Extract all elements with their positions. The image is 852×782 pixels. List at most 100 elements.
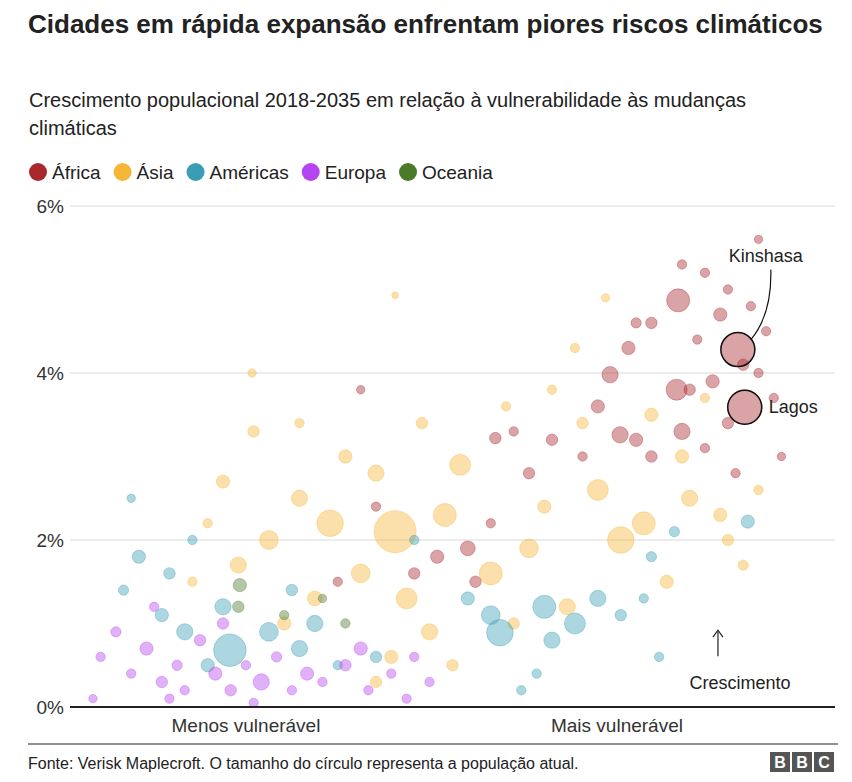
y-tick-label: 6%: [37, 196, 65, 217]
bubble: [693, 335, 702, 344]
bubble: [741, 515, 754, 528]
bubble: [700, 268, 709, 277]
grid-line: [70, 540, 835, 541]
bubble: [253, 674, 269, 690]
bubble: [612, 427, 628, 443]
bubble: [132, 550, 145, 563]
bubble: [666, 379, 687, 400]
bubble: [215, 599, 231, 615]
bubble: [667, 289, 690, 312]
bubble: [370, 651, 382, 663]
bubble: [578, 452, 587, 461]
bubble: [479, 562, 502, 585]
bubble: [291, 490, 307, 506]
bubble: [682, 490, 698, 506]
y-axis: 0%2%4%6%: [37, 196, 835, 718]
bubble: [203, 519, 212, 528]
bubble: [287, 686, 296, 695]
bubble: [761, 327, 770, 336]
bubble: [410, 535, 419, 544]
bubble: [559, 599, 575, 615]
logo: BBC: [770, 752, 834, 772]
bubble: [295, 418, 304, 427]
legend-label: Europa: [325, 162, 387, 183]
bubble: [738, 560, 748, 570]
bubble: [675, 450, 688, 463]
bubble: [602, 367, 618, 383]
bubble: [156, 676, 168, 688]
source: Fonte: Verisk Maplecroft. O tamanho do c…: [28, 755, 579, 772]
bubble: [450, 454, 471, 475]
bubble: [577, 417, 589, 429]
bubble: [447, 659, 459, 671]
bubble: [402, 694, 411, 703]
bubble: [341, 619, 350, 628]
logo-box: [814, 752, 834, 772]
bubble: [570, 343, 579, 352]
bubble: [354, 642, 367, 655]
bubble: [517, 686, 526, 695]
legend: ÁfricaÁsiaAméricasEuropaOceania: [29, 162, 493, 183]
bubble: [722, 534, 734, 546]
bubble: [209, 667, 222, 680]
bubble: [700, 393, 709, 402]
bubble: [461, 592, 474, 605]
bubble: [547, 385, 556, 394]
bubble: [188, 577, 197, 586]
bubble: [333, 577, 342, 586]
logo-box: [770, 752, 790, 772]
bubble: [188, 535, 197, 544]
bubble: [646, 451, 658, 463]
logo-letter: B: [774, 754, 786, 771]
bubble: [194, 634, 206, 646]
bubble: [127, 494, 135, 502]
bubble: [248, 426, 260, 438]
bubble: [364, 686, 373, 695]
bubble: [392, 292, 399, 299]
bubble: [501, 402, 510, 411]
bubble: [777, 452, 785, 460]
subtitle: Crescimento populacional 2018-2035 em re…: [29, 86, 799, 142]
bubble: [714, 308, 727, 321]
bubble: [421, 624, 437, 640]
bubble: [646, 552, 656, 562]
bubble: [260, 622, 279, 641]
bubble: [111, 627, 121, 637]
bubble: [546, 434, 558, 446]
bubble: [318, 677, 327, 686]
bubble: [248, 369, 256, 377]
bubble: [216, 475, 229, 488]
bubble: [754, 485, 763, 494]
bubble: [339, 450, 352, 463]
annotation-label: Lagos: [769, 397, 818, 417]
bubble: [523, 467, 535, 479]
annotations: KinshasaLagosCrescimento: [689, 246, 817, 694]
bubble: [731, 469, 740, 478]
bubble: [532, 669, 541, 678]
legend-label: Américas: [210, 162, 289, 183]
chart: ÁfricaÁsiaAméricasEuropaOceania0%2%4%6%M…: [0, 0, 852, 782]
logo-letter: C: [818, 754, 830, 771]
highlight-ring: [728, 390, 762, 424]
bubble: [677, 260, 686, 269]
bubble: [371, 502, 380, 511]
y-tick-label: 0%: [37, 697, 65, 718]
bubble: [149, 602, 158, 611]
bubble: [654, 652, 663, 661]
bubble: [608, 527, 635, 554]
bubble: [646, 317, 658, 329]
bubble: [164, 568, 176, 580]
legend-swatch: [29, 163, 47, 181]
bubble: [622, 341, 635, 354]
bubble: [214, 634, 247, 667]
bubble: [714, 508, 727, 521]
bubble: [233, 578, 246, 591]
bubble: [241, 661, 250, 670]
bubble: [591, 400, 604, 413]
arrow-shaft: [717, 631, 718, 656]
bubble: [165, 694, 174, 703]
bubble: [291, 640, 307, 656]
bubble: [385, 650, 398, 663]
highlight-ring: [721, 333, 755, 367]
bubble: [460, 541, 475, 556]
